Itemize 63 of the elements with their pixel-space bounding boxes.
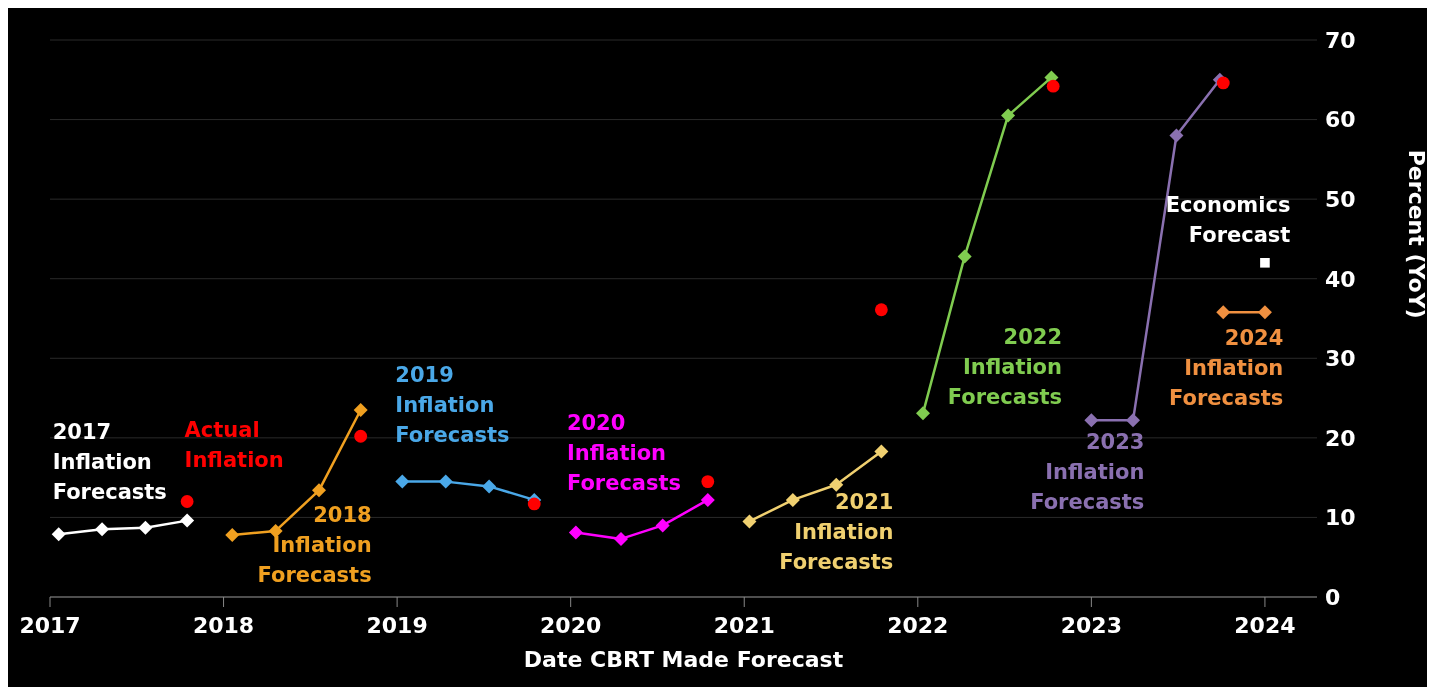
point xyxy=(1126,413,1141,428)
point xyxy=(1046,79,1060,93)
y-tick-label: 10 xyxy=(1325,505,1356,531)
series-label: 2017 Inflation Forecasts xyxy=(52,420,167,505)
point xyxy=(701,475,715,489)
point xyxy=(482,479,497,494)
series-label: 2018 Inflation Forecasts xyxy=(257,503,372,588)
point xyxy=(1260,258,1270,268)
series-label: 2020 Inflation Forecasts xyxy=(566,410,682,495)
point xyxy=(354,429,368,443)
point xyxy=(916,406,931,421)
point xyxy=(438,474,453,489)
x-tick-label: 2023 xyxy=(1060,612,1122,638)
x-axis-title: Date CBRT Made Forecast xyxy=(523,647,844,672)
y-tick-label: 0 xyxy=(1325,584,1341,610)
point xyxy=(395,474,410,489)
point xyxy=(1257,305,1272,320)
point xyxy=(268,523,283,538)
point xyxy=(655,518,670,533)
point xyxy=(180,495,194,508)
point xyxy=(1216,76,1230,90)
y-axis-title: Percent (YoY) xyxy=(1404,149,1430,319)
y-tick-label: 20 xyxy=(1325,425,1356,451)
y-tick-label: 70 xyxy=(1325,27,1356,53)
y-tick-label: 60 xyxy=(1325,107,1356,133)
point xyxy=(742,514,757,529)
point xyxy=(1084,413,1099,428)
x-tick-label: 2022 xyxy=(887,612,949,638)
x-tick-label: 2024 xyxy=(1234,612,1296,638)
point xyxy=(874,444,889,459)
point xyxy=(957,249,972,264)
point xyxy=(353,403,368,418)
series-label: Actual Inflation xyxy=(184,418,284,472)
series-label: 2022 Inflation Forecasts xyxy=(947,325,1063,410)
x-tick-label: 2017 xyxy=(19,612,81,638)
point xyxy=(874,303,888,317)
series-label: Economics Forecast xyxy=(1165,193,1291,248)
point xyxy=(138,520,153,535)
point xyxy=(527,497,541,511)
point xyxy=(312,483,327,498)
point xyxy=(568,525,583,540)
point xyxy=(1001,108,1016,123)
series-label: 2024 Inflation Forecasts xyxy=(1169,326,1284,411)
y-tick-label: 40 xyxy=(1325,266,1356,292)
point xyxy=(785,492,800,507)
point xyxy=(829,477,844,492)
y-tick-label: 30 xyxy=(1325,346,1356,372)
x-tick-label: 2019 xyxy=(366,612,428,638)
point xyxy=(180,513,195,528)
x-tick-label: 2018 xyxy=(192,612,255,638)
point xyxy=(51,527,66,542)
x-tick-label: 2020 xyxy=(540,612,602,638)
point xyxy=(1169,128,1184,143)
point xyxy=(95,522,110,537)
point xyxy=(225,527,240,542)
series-label: 2021 Inflation Forecasts xyxy=(779,490,894,575)
y-tick-label: 50 xyxy=(1325,186,1356,212)
point xyxy=(700,492,715,507)
point xyxy=(614,531,629,546)
series-label: 2023 Inflation Forecasts xyxy=(1030,430,1145,515)
point xyxy=(1216,305,1231,320)
series-label: 2019 Inflation Forecasts xyxy=(395,362,510,447)
x-tick-label: 2021 xyxy=(713,612,775,638)
